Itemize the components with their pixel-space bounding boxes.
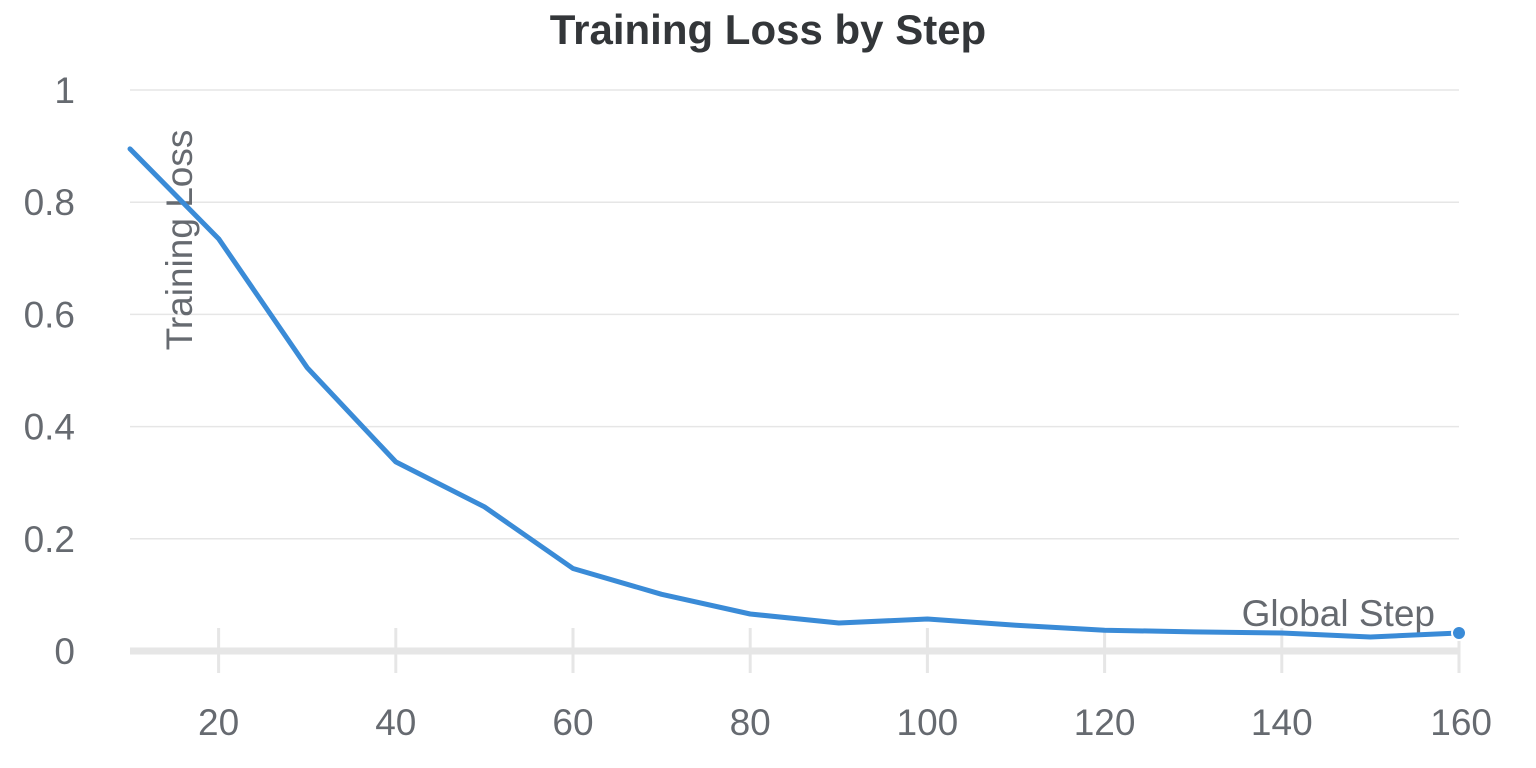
y-tick-label: 1: [54, 70, 75, 111]
x-tick-label: 20: [198, 702, 239, 743]
y-tick-labels: 0 0.2 0.4 0.6 0.8 1: [24, 70, 75, 672]
y-tick-label: 0.6: [24, 294, 75, 335]
last-point-marker: [1451, 625, 1467, 642]
x-axis-title: Global Step: [1242, 593, 1435, 634]
x-tick-label: 60: [552, 702, 593, 743]
grid-lines: [130, 89, 1459, 540]
x-tick-label: 100: [897, 702, 959, 743]
x-tick-label: 160: [1430, 702, 1492, 743]
x-tick-labels: 20 40 60 80 100 120 140 160: [198, 702, 1492, 743]
y-axis-title: Training Loss: [159, 130, 200, 351]
x-tick-label: 120: [1074, 702, 1136, 743]
series-line: [127, 146, 1462, 640]
y-tick-label: 0.8: [24, 182, 75, 223]
y-tick-label: 0: [54, 631, 75, 672]
y-tick-label: 0.2: [24, 519, 75, 560]
x-tick-label: 40: [375, 702, 416, 743]
series-training-loss: [127, 146, 1467, 642]
x-tick-label: 140: [1251, 702, 1313, 743]
chart-title: Training Loss by Step: [550, 6, 986, 53]
x-axis: [130, 628, 1461, 673]
y-tick-label: 0.4: [24, 407, 75, 448]
x-tick-label: 80: [730, 702, 771, 743]
